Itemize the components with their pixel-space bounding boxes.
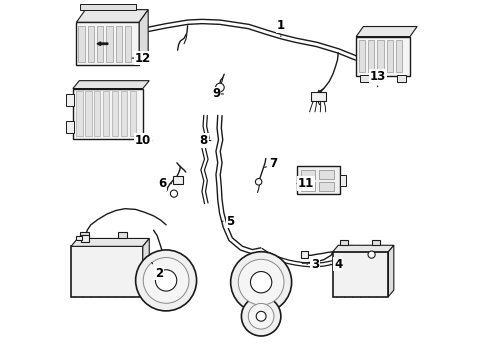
Polygon shape <box>71 238 149 246</box>
Bar <box>300 182 315 191</box>
Bar <box>360 75 368 82</box>
Bar <box>319 182 334 191</box>
Bar <box>95 91 100 136</box>
Bar <box>71 246 143 297</box>
Circle shape <box>231 252 292 313</box>
Bar <box>80 232 89 238</box>
Circle shape <box>216 83 224 92</box>
Bar <box>67 94 74 107</box>
Bar <box>300 170 315 179</box>
Bar <box>356 37 410 76</box>
Bar <box>118 232 126 238</box>
Bar <box>76 22 139 65</box>
Text: 11: 11 <box>297 177 314 190</box>
Bar <box>372 240 380 245</box>
Bar <box>103 91 109 136</box>
Circle shape <box>242 297 281 336</box>
Bar <box>112 91 119 136</box>
Bar <box>319 170 334 179</box>
Bar <box>88 26 94 62</box>
Text: 12: 12 <box>132 51 151 64</box>
Circle shape <box>143 257 189 303</box>
Bar <box>359 40 365 72</box>
Circle shape <box>250 271 272 293</box>
Bar <box>333 252 389 297</box>
Polygon shape <box>139 10 148 65</box>
Bar <box>78 26 85 62</box>
Bar <box>377 40 384 72</box>
Circle shape <box>155 270 177 291</box>
Text: 6: 6 <box>158 177 172 190</box>
Bar <box>397 75 406 82</box>
Bar <box>396 40 402 72</box>
Circle shape <box>171 190 177 197</box>
Text: 3: 3 <box>307 258 319 271</box>
Polygon shape <box>333 245 394 252</box>
Circle shape <box>248 303 274 329</box>
Bar <box>76 91 82 136</box>
Bar <box>300 251 309 258</box>
Bar <box>73 89 143 139</box>
Text: 8: 8 <box>199 134 211 147</box>
Bar <box>80 4 136 10</box>
Bar <box>85 91 92 136</box>
Text: 4: 4 <box>330 258 343 271</box>
Bar <box>311 92 326 101</box>
Polygon shape <box>76 10 148 22</box>
Text: 1: 1 <box>277 19 285 37</box>
Bar <box>97 26 103 62</box>
Bar <box>67 121 74 134</box>
Circle shape <box>256 311 266 321</box>
Polygon shape <box>389 245 394 297</box>
Polygon shape <box>143 238 149 297</box>
Text: 13: 13 <box>369 69 386 87</box>
Text: 10: 10 <box>135 134 152 147</box>
Bar <box>122 91 127 136</box>
FancyArrow shape <box>97 42 108 45</box>
Bar <box>340 175 346 186</box>
Circle shape <box>136 250 196 311</box>
Bar <box>81 235 89 242</box>
Bar <box>368 40 374 72</box>
Text: 7: 7 <box>265 157 278 170</box>
Bar <box>130 91 136 136</box>
Circle shape <box>368 251 375 258</box>
Polygon shape <box>356 27 417 37</box>
Bar <box>106 26 113 62</box>
Bar <box>297 166 340 194</box>
Bar <box>125 26 131 62</box>
Polygon shape <box>73 81 149 89</box>
Bar <box>116 26 122 62</box>
Bar <box>76 236 82 240</box>
Circle shape <box>238 259 284 305</box>
Bar <box>173 176 183 184</box>
Bar <box>340 240 348 245</box>
Text: 5: 5 <box>221 215 235 228</box>
Text: 9: 9 <box>212 87 223 100</box>
Circle shape <box>255 179 262 185</box>
Bar <box>387 40 393 72</box>
Text: 2: 2 <box>152 262 163 280</box>
